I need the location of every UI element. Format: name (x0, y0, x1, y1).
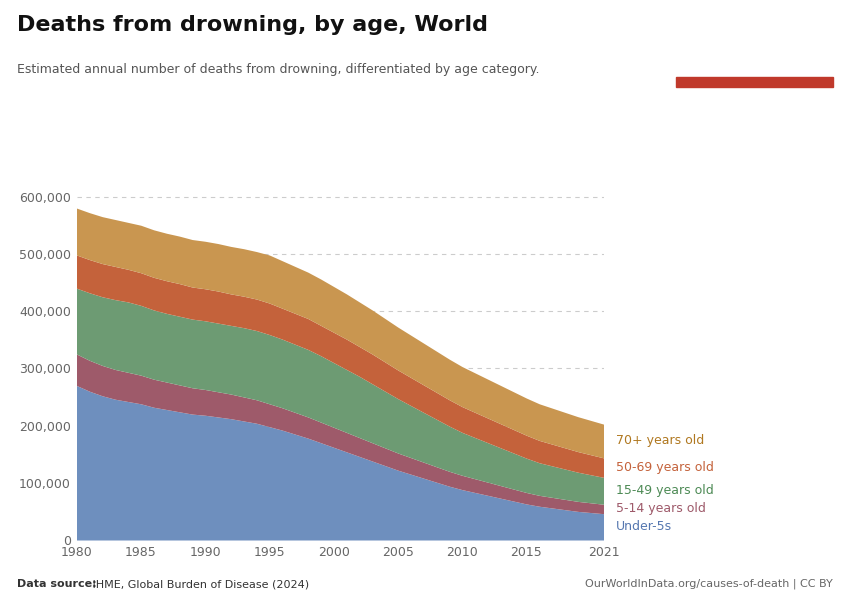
Text: OurWorldInData.org/causes-of-death | CC BY: OurWorldInData.org/causes-of-death | CC … (586, 578, 833, 589)
Text: 15-49 years old: 15-49 years old (616, 484, 714, 497)
Text: 5-14 years old: 5-14 years old (616, 502, 706, 515)
Bar (676, 77, 833, 87)
Text: 70+ years old: 70+ years old (616, 434, 705, 448)
Text: Our World
in Data: Our World in Data (717, 32, 792, 59)
Text: IHME, Global Burden of Disease (2024): IHME, Global Burden of Disease (2024) (89, 579, 309, 589)
Text: 50-69 years old: 50-69 years old (616, 461, 714, 474)
Text: Estimated annual number of deaths from drowning, differentiated by age category.: Estimated annual number of deaths from d… (17, 63, 540, 76)
Text: Data source:: Data source: (17, 579, 97, 589)
Text: Deaths from drowning, by age, World: Deaths from drowning, by age, World (17, 15, 488, 35)
Text: Under-5s: Under-5s (616, 520, 672, 533)
